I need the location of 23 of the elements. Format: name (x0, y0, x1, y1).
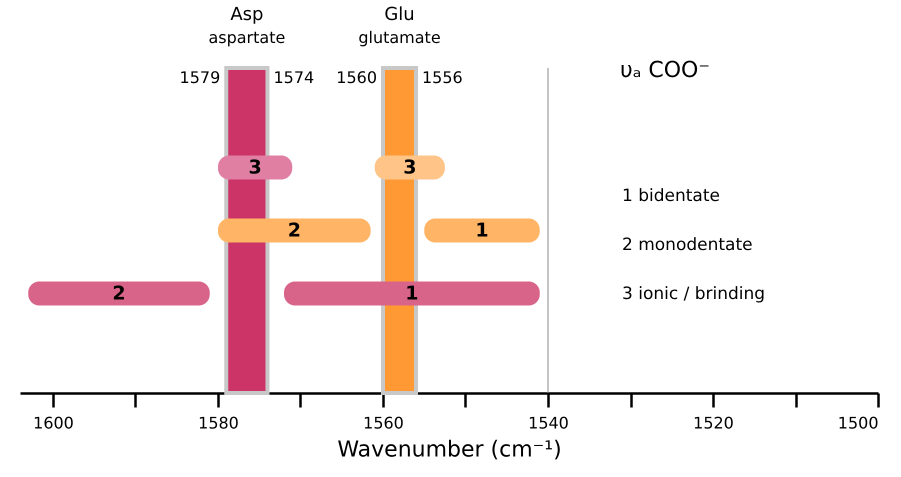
annotation: 1574 (274, 68, 314, 87)
x-axis-title: Wavenumber (cm⁻¹) (337, 438, 562, 462)
text: Glu glutamate (358, 4, 441, 47)
x-tick-label: 1520 (693, 414, 734, 432)
annotation: 1579 (180, 68, 220, 87)
chart-title: υₐ COO⁻ (620, 58, 710, 83)
series-label: 2 (112, 282, 126, 304)
series-label: 3 (403, 156, 416, 178)
annotation: 1556 (422, 68, 463, 87)
x-tick-label: 1500 (838, 414, 878, 432)
series-label: 2 (288, 220, 301, 242)
annotation: 1560 (336, 68, 377, 87)
annotation: 1 bidentate (622, 186, 720, 206)
x-tick-label: 1540 (528, 414, 569, 432)
series-label: 1 (405, 282, 418, 304)
x-tick-label: 1600 (33, 414, 74, 432)
x-tick-label: 1560 (363, 414, 404, 432)
annotation: 3 ionic / brinding (622, 284, 766, 304)
series-label: 3 (248, 156, 262, 178)
annotation: 2 monodentate (622, 235, 753, 255)
series-label: 1 (475, 220, 489, 242)
x-tick-label: 1580 (198, 414, 239, 432)
text: Asp aspartate (208, 4, 286, 47)
